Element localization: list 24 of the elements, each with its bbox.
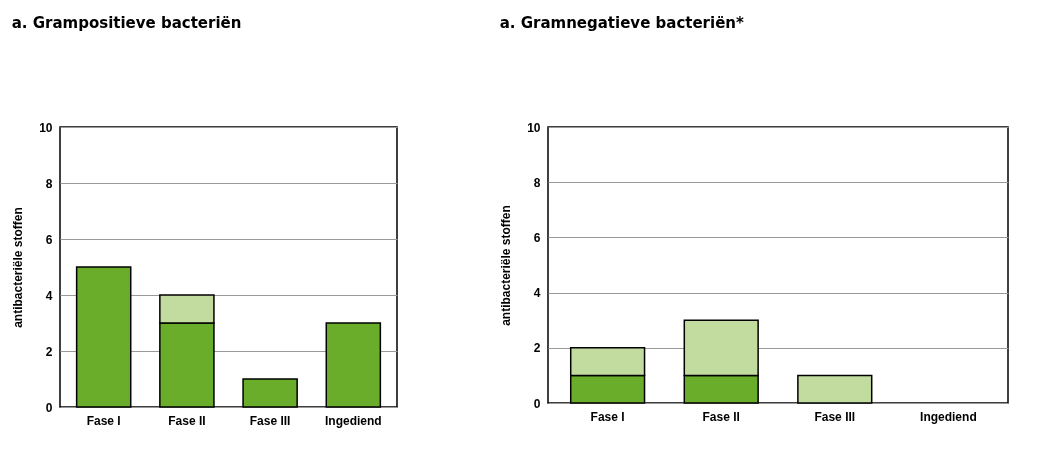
y-tick-label: 6 bbox=[533, 230, 541, 245]
x-tick-label: Fase II bbox=[168, 413, 206, 428]
chart-title: a. Gramnegatieve bacteriën* bbox=[499, 14, 745, 32]
x-tick-label: Ingediend bbox=[324, 413, 382, 428]
x-tick-label: Fase III bbox=[249, 413, 291, 428]
y-tick-label: 8 bbox=[533, 175, 541, 190]
y-tick-label: 4 bbox=[45, 288, 53, 303]
y-axis-title: antibacteriële stoffen bbox=[499, 205, 514, 326]
y-tick-label: 0 bbox=[533, 396, 541, 411]
y-tick-label: 6 bbox=[45, 232, 53, 247]
y-tick-label: 8 bbox=[45, 176, 53, 191]
y-tick-label: 2 bbox=[533, 341, 541, 356]
y-tick-label: 4 bbox=[533, 286, 541, 301]
chart-title: a. Grampositieve bacteriën bbox=[11, 14, 242, 32]
y-tick-label: 10 bbox=[39, 120, 53, 135]
x-tick-label: Ingediend bbox=[920, 409, 977, 424]
x-tick-label: Fase I bbox=[590, 409, 625, 424]
y-axis-title: antibacteriële stoffen bbox=[11, 207, 26, 328]
y-tick-label: 0 bbox=[45, 400, 53, 415]
x-tick-label: Fase II bbox=[702, 409, 740, 424]
x-tick-label: Fase III bbox=[814, 409, 856, 424]
y-tick-label: 10 bbox=[527, 120, 541, 135]
x-tick-label: Fase I bbox=[86, 413, 121, 428]
y-tick-label: 2 bbox=[45, 344, 53, 359]
